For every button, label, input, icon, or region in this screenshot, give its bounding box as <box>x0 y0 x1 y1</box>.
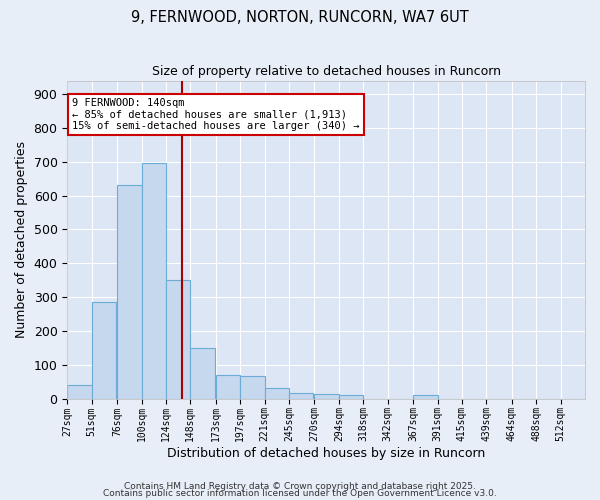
Bar <box>92 302 116 398</box>
Bar <box>216 375 240 398</box>
Bar <box>117 186 142 398</box>
Bar <box>265 388 289 398</box>
Bar <box>142 164 166 398</box>
Text: 9, FERNWOOD, NORTON, RUNCORN, WA7 6UT: 9, FERNWOOD, NORTON, RUNCORN, WA7 6UT <box>131 10 469 25</box>
Bar <box>289 394 313 398</box>
Bar <box>190 348 215 399</box>
Bar <box>240 376 265 398</box>
Text: Contains public sector information licensed under the Open Government Licence v3: Contains public sector information licen… <box>103 489 497 498</box>
X-axis label: Distribution of detached houses by size in Runcorn: Distribution of detached houses by size … <box>167 447 485 460</box>
Title: Size of property relative to detached houses in Runcorn: Size of property relative to detached ho… <box>152 65 500 78</box>
Bar <box>314 394 339 398</box>
Bar <box>67 385 92 398</box>
Text: 9 FERNWOOD: 140sqm
← 85% of detached houses are smaller (1,913)
15% of semi-deta: 9 FERNWOOD: 140sqm ← 85% of detached hou… <box>73 98 360 131</box>
Text: Contains HM Land Registry data © Crown copyright and database right 2025.: Contains HM Land Registry data © Crown c… <box>124 482 476 491</box>
Bar <box>413 395 437 398</box>
Y-axis label: Number of detached properties: Number of detached properties <box>15 141 28 338</box>
Bar <box>339 395 363 398</box>
Bar <box>166 280 190 398</box>
